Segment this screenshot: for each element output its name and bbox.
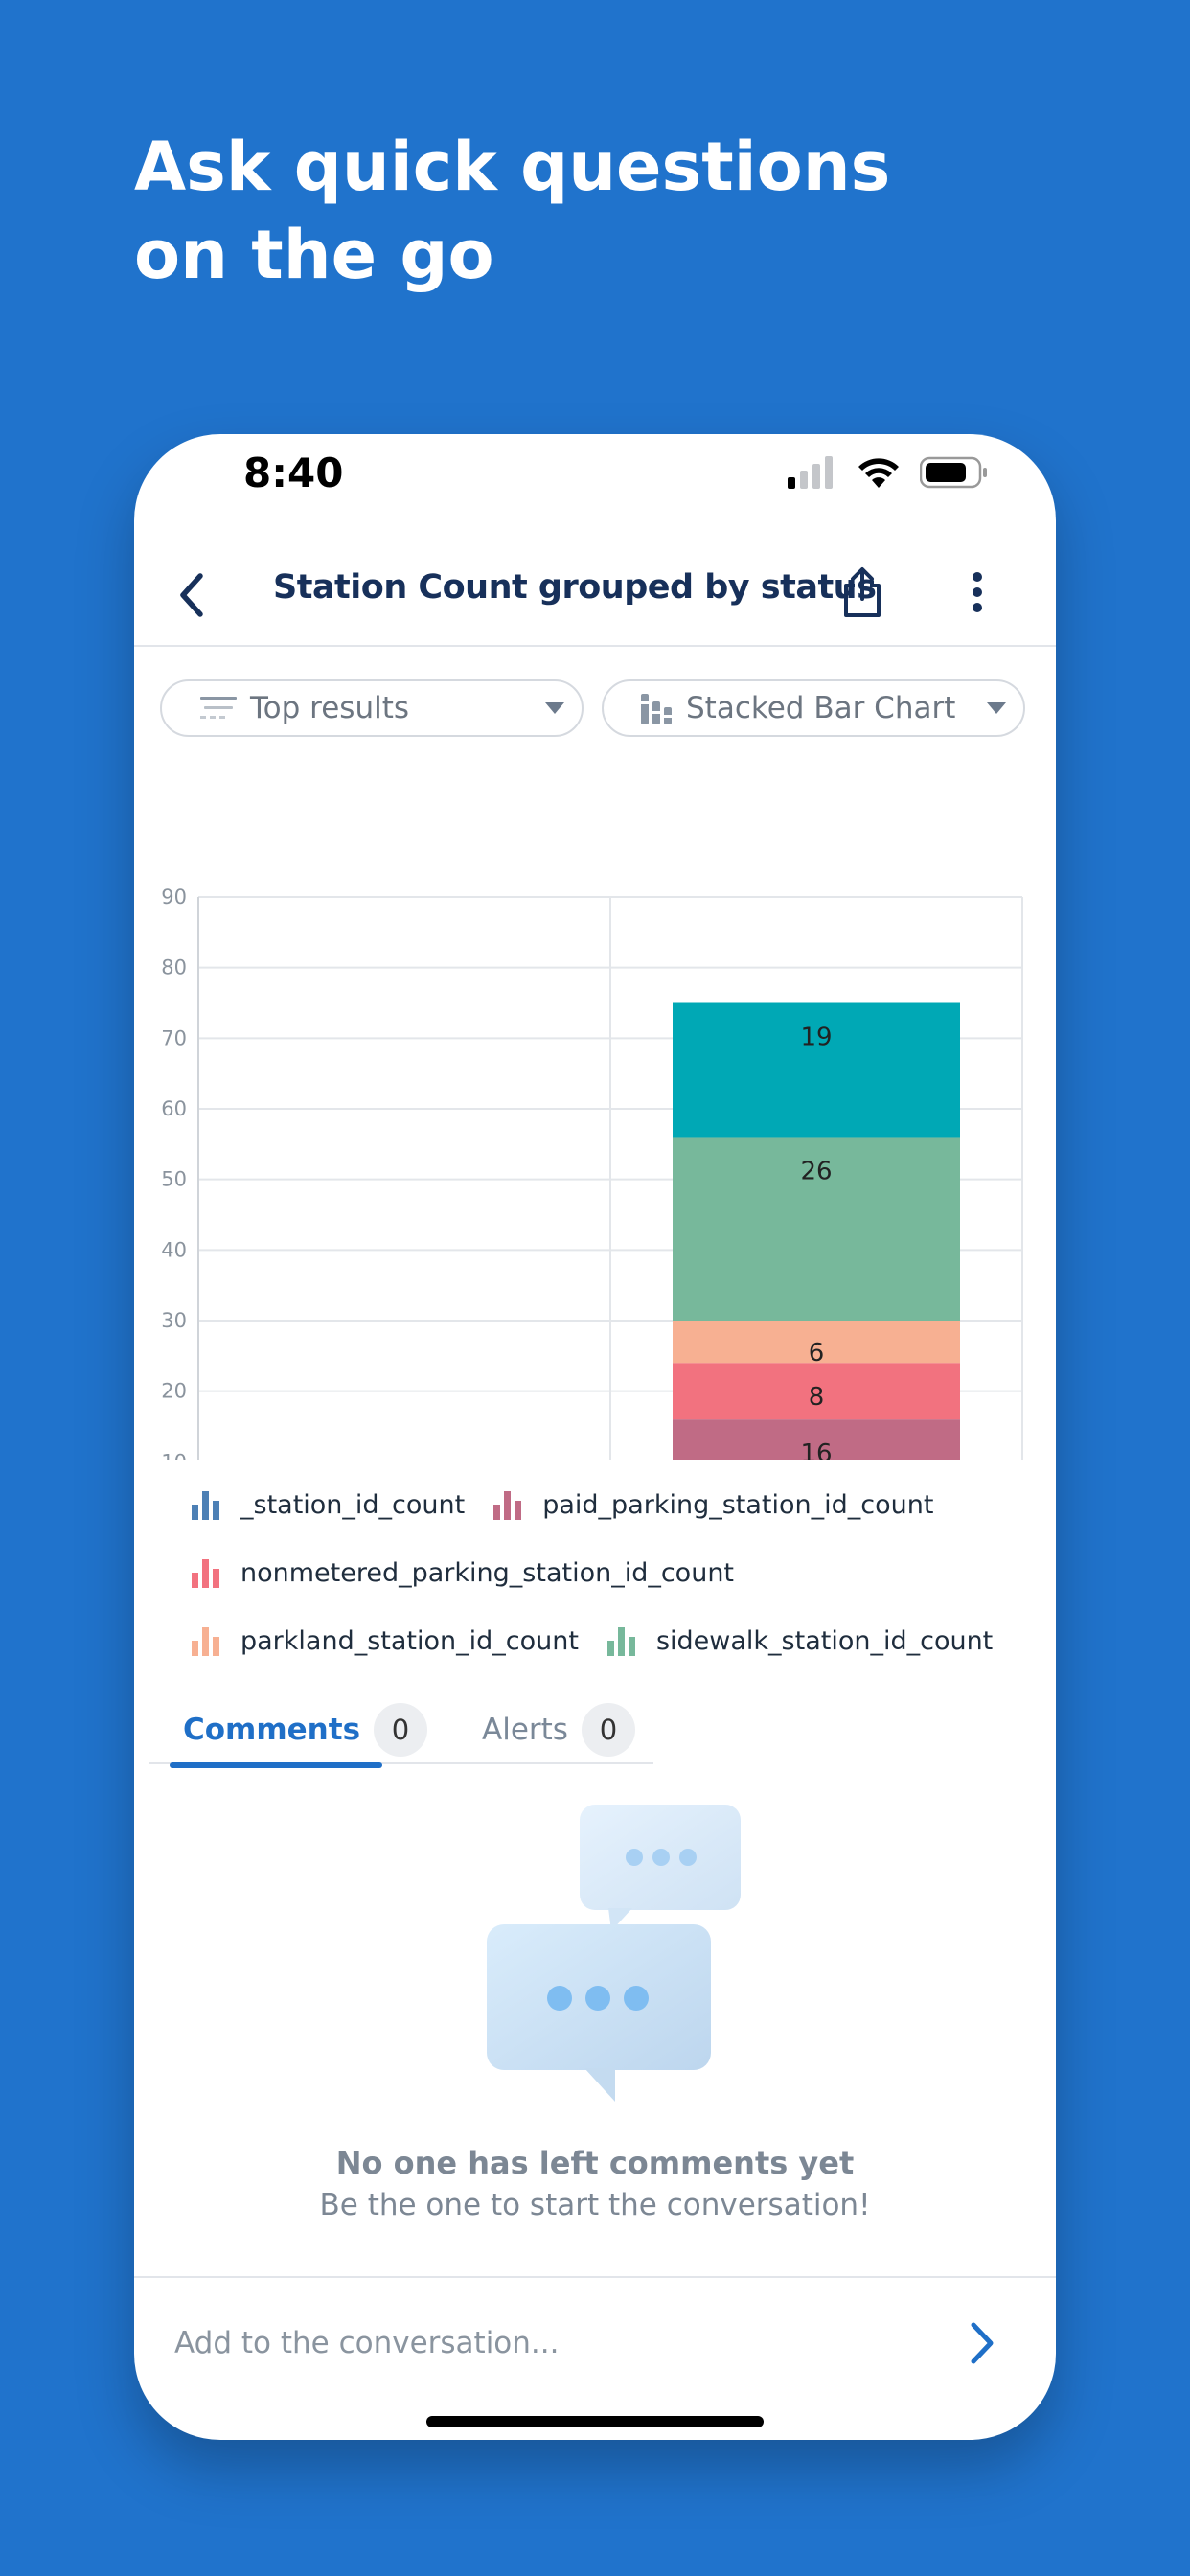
navigation-bar: Station Count grouped by status — [134, 540, 1056, 647]
data-label: 26 — [800, 1157, 832, 1185]
more-vertical-icon — [973, 572, 982, 612]
legend-row: _station_id_count paid_parking_station_id… — [192, 1471, 1035, 1539]
page-title: Station Count grouped by status — [273, 568, 877, 607]
top-results-dropdown[interactable]: Top results — [160, 679, 584, 737]
legend-item[interactable]: nonmetered_parking_station_id_count — [192, 1558, 734, 1588]
chart-type-label: Stacked Bar Chart — [686, 691, 956, 725]
status-time: 8:40 — [243, 449, 344, 496]
more-options-button[interactable] — [944, 559, 1011, 626]
tab-comments-label: Comments — [183, 1713, 361, 1747]
caret-down-icon — [987, 702, 1006, 714]
data-label: 8 — [809, 1383, 825, 1412]
status-icons — [788, 455, 989, 494]
filter-icon — [200, 697, 237, 719]
battery-icon — [919, 456, 989, 493]
home-indicator — [426, 2416, 764, 2427]
chart-type-dropdown[interactable]: Stacked Bar Chart — [602, 679, 1025, 737]
y-tick-label: 90 — [161, 886, 187, 908]
y-tick-label: 30 — [161, 1309, 187, 1332]
data-label: 19 — [800, 1024, 832, 1052]
legend-item[interactable]: paid_parking_station_id_count — [493, 1490, 933, 1520]
bar-segment — [673, 1137, 960, 1321]
share-icon — [844, 567, 881, 617]
share-button[interactable] — [829, 559, 896, 626]
data-label: 16 — [800, 1439, 832, 1460]
bar-chart-icon — [493, 1490, 522, 1520]
data-label: 6 — [809, 1339, 825, 1368]
cellular-signal-icon — [788, 456, 837, 493]
legend-row: nonmetered_parking_station_id_count — [192, 1539, 1035, 1607]
comment-input[interactable] — [174, 2316, 922, 2370]
bar-segment — [673, 1002, 960, 1138]
chevron-left-icon — [180, 573, 203, 617]
top-results-label: Top results — [250, 691, 410, 725]
bar-chart-icon — [606, 1626, 635, 1656]
chevron-right-icon — [971, 2322, 994, 2364]
active-tab-indicator — [170, 1762, 382, 1768]
y-tick-label: 50 — [161, 1168, 187, 1191]
bar-segment — [673, 1321, 960, 1364]
bar-chart-icon — [641, 694, 672, 724]
comments-count-badge: 0 — [374, 1703, 428, 1757]
bar-chart-icon — [192, 1558, 219, 1588]
y-tick-label: 60 — [161, 1097, 187, 1120]
bar-segment — [673, 1363, 960, 1420]
bar-chart-icon — [192, 1626, 219, 1656]
legend-item[interactable]: sidewalk_station_id_count — [606, 1626, 994, 1656]
back-button[interactable] — [163, 566, 220, 624]
legend-row: parkland_station_id_count sidewalk_statio… — [192, 1607, 1035, 1675]
tab-alerts-label: Alerts — [482, 1713, 568, 1747]
y-tick-label: 20 — [161, 1380, 187, 1403]
headline-line-2: on the go — [134, 216, 494, 294]
phone-screen: 8:40 — [134, 434, 1056, 2440]
legend-label: paid_parking_station_id_count — [542, 1490, 934, 1520]
caret-down-icon — [545, 702, 564, 714]
chart-legend: _station_id_count paid_parking_station_id… — [192, 1471, 1035, 1675]
y-tick-label: 40 — [161, 1238, 187, 1261]
legend-label: parkland_station_id_count — [240, 1626, 579, 1656]
legend-item[interactable]: _station_id_count — [192, 1490, 465, 1520]
legend-label: _station_id_count — [240, 1490, 466, 1520]
y-tick-label: 10 — [161, 1450, 187, 1460]
bar-segment — [673, 1419, 960, 1460]
headline: Ask quick questions on the go — [134, 123, 1092, 299]
stacked-bar-chart: 01020304050607080901closed16862619active — [161, 886, 1023, 1460]
tab-bar: Comments 0 Alerts 0 — [149, 1695, 653, 1764]
legend-label: nonmetered_parking_station_id_count — [240, 1558, 735, 1588]
chat-bubbles-illustration — [487, 1805, 741, 2102]
headline-line-1: Ask quick questions — [134, 127, 891, 206]
y-tick-label: 80 — [161, 956, 187, 979]
y-tick-label: 70 — [161, 1026, 187, 1049]
empty-state-title: No one has left comments yet — [335, 2145, 855, 2181]
empty-state-subtitle: Be the one to start the conversation! — [319, 2188, 871, 2222]
tab-alerts[interactable]: Alerts 0 — [482, 1703, 635, 1757]
wifi-icon — [857, 456, 901, 493]
send-button[interactable] — [953, 2314, 1011, 2372]
tab-comments[interactable]: Comments 0 — [183, 1703, 428, 1757]
compose-bar — [134, 2276, 1056, 2407]
legend-item[interactable]: parkland_station_id_count — [192, 1626, 579, 1656]
bar-chart-icon — [192, 1490, 219, 1520]
alerts-count-badge: 0 — [581, 1703, 635, 1757]
legend-label: sidewalk_station_id_count — [655, 1626, 994, 1656]
